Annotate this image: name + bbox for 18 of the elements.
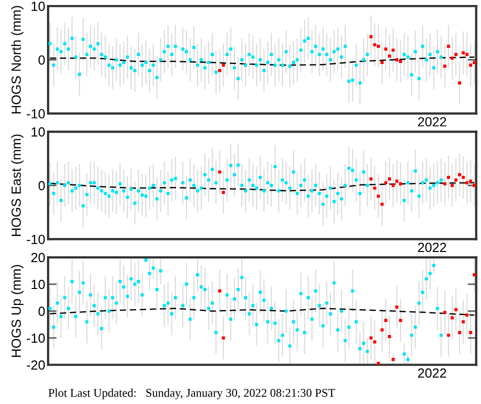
text: 2022 xyxy=(418,368,446,378)
y-tick-label: 0 xyxy=(38,181,45,190)
y-tick-label: -10 xyxy=(26,234,45,244)
y-tick-label: 0 xyxy=(38,306,45,316)
y-tick-label: -10 xyxy=(26,109,45,118)
text: 2022 xyxy=(418,117,446,126)
y-tick-label: 10 xyxy=(32,2,45,11)
y-axis-title: HOGS East (mm) xyxy=(11,134,24,236)
text: Plot Last Updated: Sunday, January 30, 2022 08:21:30 PST xyxy=(48,388,336,400)
text: 2022 xyxy=(418,242,446,252)
y-axis-title: HOGS Up (mm) xyxy=(11,264,24,357)
y-tick-label: -10 xyxy=(26,334,45,343)
y-tick-label: 10 xyxy=(32,280,45,290)
y-tick-label: -20 xyxy=(26,360,45,370)
y-tick-label: 0 xyxy=(38,55,45,65)
y-tick-label: 20 xyxy=(31,252,45,262)
y-tick-label: 10 xyxy=(32,127,45,137)
y-axis-title: HOGS North (mm) xyxy=(11,6,24,114)
